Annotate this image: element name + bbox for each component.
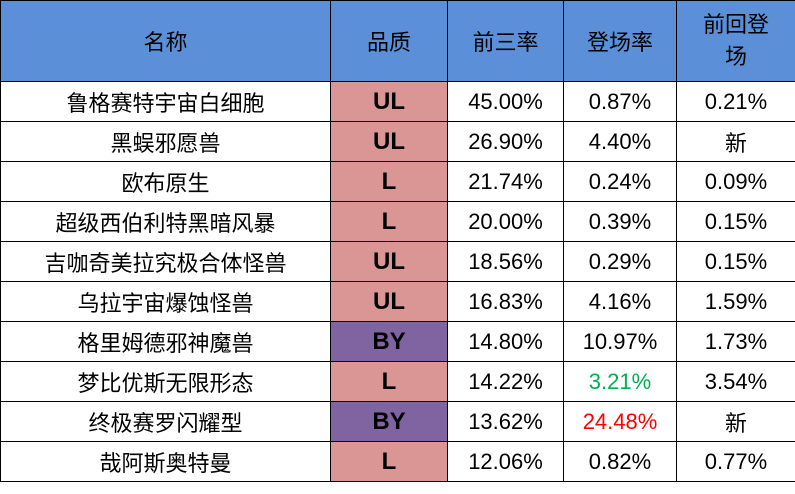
table-cell: 鲁格赛特宇宙白细胞 (0, 81, 331, 122)
table-row: 乌拉宇宙爆蚀怪兽 UL 16.83% 4.16% 1.59% (0, 281, 795, 322)
table-cell: 4.40% (563, 121, 677, 162)
quality-cell: BY (330, 321, 448, 362)
table-cell: 欧布原生 (0, 161, 331, 202)
header-cell: 前三率 (447, 0, 564, 82)
header-text: 名称 (143, 30, 188, 55)
quality-cell: UL (330, 281, 448, 322)
table-cell: 16.83% (447, 281, 564, 322)
header-text: 登场率 (586, 30, 653, 55)
table-cell: 20.00% (447, 201, 564, 242)
table-cell: 吉咖奇美拉究极合体怪兽 (0, 241, 331, 282)
table-cell: 0.82% (563, 441, 677, 482)
table-body: 鲁格赛特宇宙白细胞 UL 45.00% 0.87% 0.21% 黑蜈邪愿兽 UL 26.90%… (0, 81, 795, 482)
table-cell: 10.97% (563, 321, 677, 362)
table-cell: 0.87% (563, 81, 677, 122)
table-cell: 14.22% (447, 361, 564, 402)
table-cell: 0.29% (563, 241, 677, 282)
table-row: 欧布原生 L 21.74% 0.24% 0.09% (0, 161, 795, 202)
table-row: 超级西伯利特黑暗风暴 L 20.00% 0.39% 0.15% (0, 201, 795, 242)
table-cell: 0.15% (676, 201, 795, 242)
table-row: 吉咖奇美拉究极合体怪兽 UL 18.56% 0.29% 0.15% (0, 241, 795, 282)
quality-cell: L (330, 161, 448, 202)
quality-cell: UL (330, 121, 448, 162)
table-cell: 45.00% (447, 81, 564, 122)
table-cell: 12.06% (447, 441, 564, 482)
quality-cell: BY (330, 401, 448, 442)
table-cell: 格里姆德邪神魔兽 (0, 321, 331, 362)
table-cell: 梦比优斯无限形态 (0, 361, 331, 402)
header-cell: 品质 (330, 0, 448, 82)
table-row: 黑蜈邪愿兽 UL 26.90% 4.40% 新 (0, 121, 795, 162)
table-cell: 乌拉宇宙爆蚀怪兽 (0, 281, 331, 322)
table-cell: 3.54% (676, 361, 795, 402)
table-cell: 24.48% (563, 401, 677, 442)
quality-cell: L (330, 201, 448, 242)
table-cell: 21.74% (447, 161, 564, 202)
table-row: 格里姆德邪神魔兽 BY 14.80% 10.97% 1.73% (0, 321, 795, 362)
table-cell: 4.16% (563, 281, 677, 322)
quality-cell: L (330, 361, 448, 402)
table-cell: 黑蜈邪愿兽 (0, 121, 331, 162)
table-cell: 14.80% (447, 321, 564, 362)
table-cell: 3.21% (563, 361, 677, 402)
table-cell: 0.24% (563, 161, 677, 202)
table-cell: 26.90% (447, 121, 564, 162)
table-cell: 1.73% (676, 321, 795, 362)
table-cell: 13.62% (447, 401, 564, 442)
table-row: 梦比优斯无限形态 L 14.22% 3.21% 3.54% (0, 361, 795, 402)
table-cell: 新 (676, 401, 795, 442)
header-cell: 前回登场 (676, 0, 795, 82)
table-row: 终极赛罗闪耀型 BY 13.62% 24.48% 新 (0, 401, 795, 442)
table-cell: 0.15% (676, 241, 795, 282)
table-cell: 0.21% (676, 81, 795, 122)
table-cell: 超级西伯利特黑暗风暴 (0, 201, 331, 242)
table-cell: 新 (676, 121, 795, 162)
ranking-table: 名称 品质 前三率 登场率 前回登场 鲁格赛特宇宙白细胞 UL 45.00% 0.87% 0.2… (0, 0, 795, 482)
table-cell: 0.09% (676, 161, 795, 202)
header-text: 前三率 (472, 30, 539, 55)
table-cell: 终极赛罗闪耀型 (0, 401, 331, 442)
header-cell: 登场率 (563, 0, 677, 82)
table-cell: 18.56% (447, 241, 564, 282)
header-cell: 名称 (0, 0, 331, 82)
quality-cell: UL (330, 241, 448, 282)
table-row: 鲁格赛特宇宙白细胞 UL 45.00% 0.87% 0.21% (0, 81, 795, 122)
header-row: 名称 品质 前三率 登场率 前回登场 (0, 0, 795, 82)
header-text: 前回登场 (702, 12, 769, 69)
header-text: 品质 (366, 30, 411, 55)
table-row: 哉阿斯奥特曼 L 12.06% 0.82% 0.77% (0, 441, 795, 482)
table-cell: 哉阿斯奥特曼 (0, 441, 331, 482)
table-cell: 0.39% (563, 201, 677, 242)
quality-cell: UL (330, 81, 448, 122)
quality-cell: L (330, 441, 448, 482)
table-cell: 1.59% (676, 281, 795, 322)
table-cell: 0.77% (676, 441, 795, 482)
